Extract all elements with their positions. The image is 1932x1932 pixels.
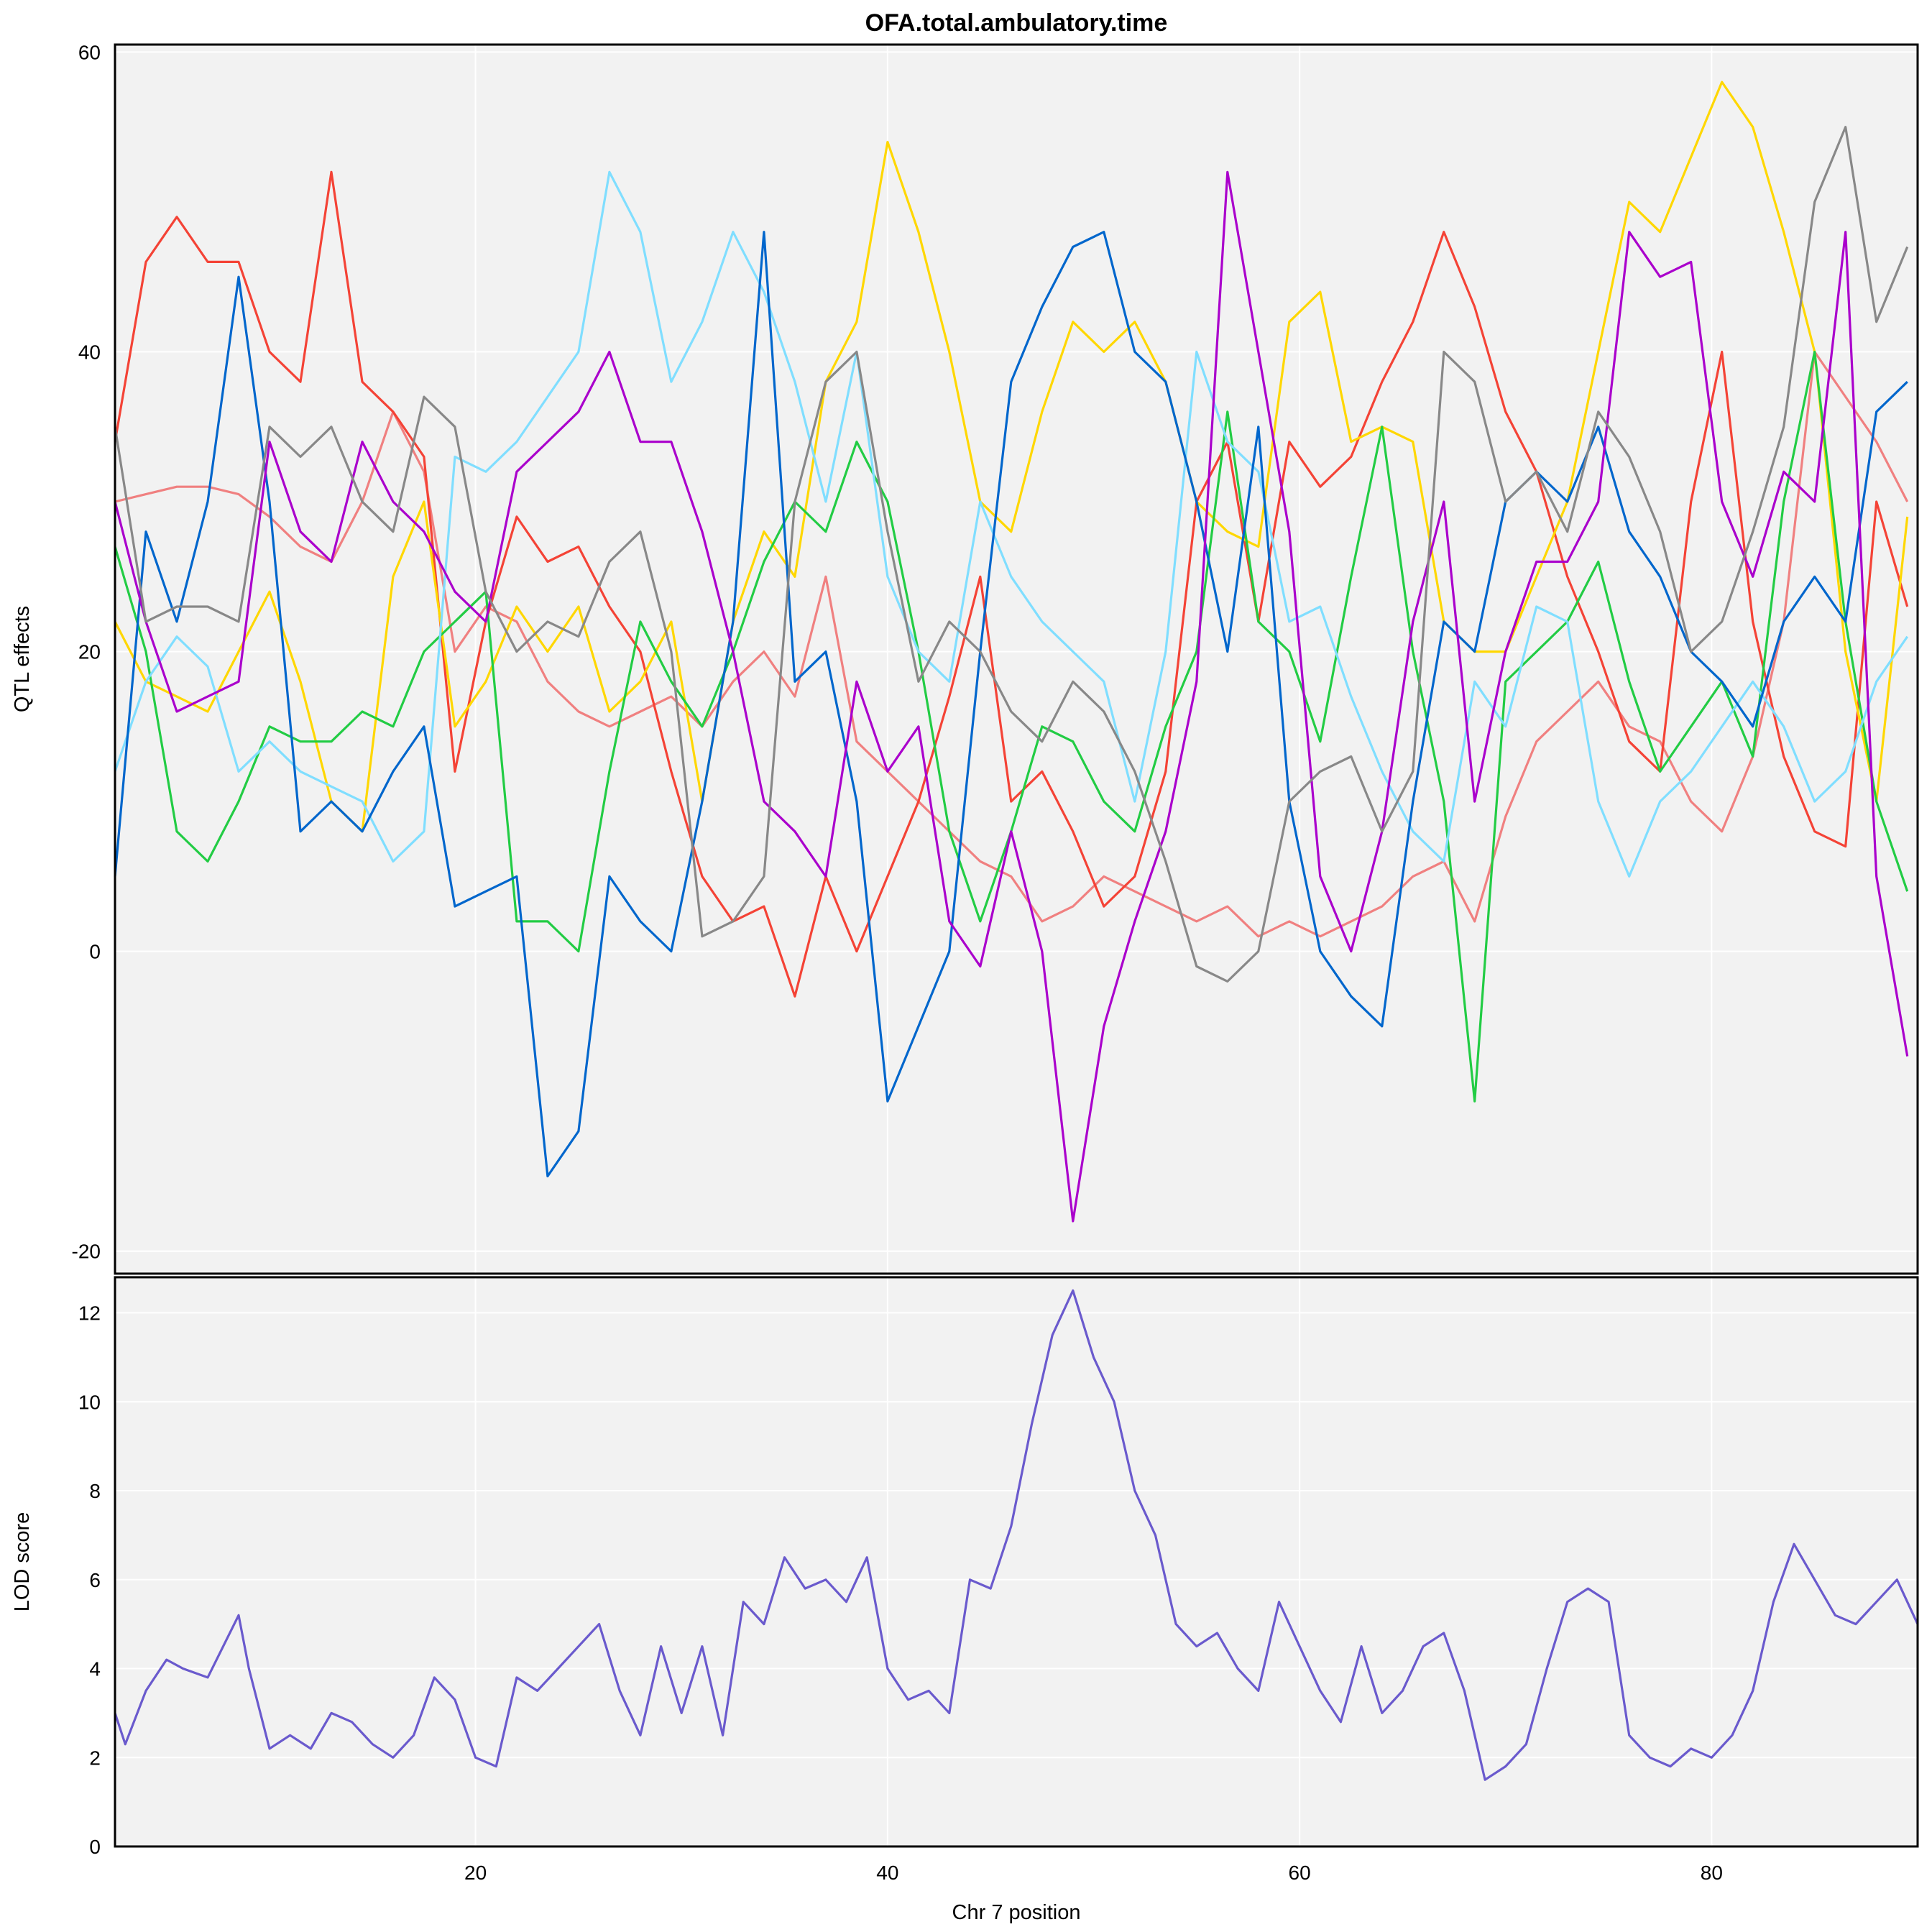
lod-score-y-tick-label: 10 bbox=[78, 1391, 101, 1413]
qtl-effects-series-line-5 bbox=[114, 170, 1909, 878]
lod-score-y-tick-label: 2 bbox=[89, 1747, 101, 1769]
qtl-effects-y-tick-label: 40 bbox=[78, 341, 101, 364]
qtl-effects-y-tick-label: 60 bbox=[78, 41, 101, 63]
chart-title: OFA.total.ambulatory.time bbox=[865, 9, 1168, 37]
x-tick-label: 40 bbox=[876, 1862, 898, 1884]
x-tick-label: 20 bbox=[464, 1862, 487, 1884]
x-axis-title: Chr 7 position bbox=[952, 1901, 1081, 1924]
lod-score-y-tick-label: 4 bbox=[89, 1658, 101, 1680]
lod-score-plot-frame bbox=[114, 1276, 1919, 1848]
qtl-effects-plot-background bbox=[115, 45, 1918, 1274]
qtl-effects-y-tick-label: -20 bbox=[72, 1241, 101, 1263]
qtl-effects-plot-frame bbox=[114, 43, 1919, 1275]
lod-score-y-tick-label: 8 bbox=[89, 1480, 101, 1502]
qtl-effects-y-tick-label: 20 bbox=[78, 641, 101, 663]
lod-score-plot-background bbox=[115, 1277, 1918, 1846]
lod-score-panel: 0 2 4 6 8 10 12 20 40 60 80 LOD score Chr 7 posit… bbox=[11, 1276, 1919, 1924]
qtl-effects-gridlines bbox=[115, 45, 1918, 1274]
x-tick-label: 60 bbox=[1289, 1862, 1311, 1884]
lod-score-y-tick-label: 0 bbox=[89, 1836, 101, 1858]
qtl-effects-series-line-3 bbox=[114, 80, 1909, 833]
qtl-effects-series bbox=[114, 80, 1909, 1223]
x-tick-label: 80 bbox=[1701, 1862, 1723, 1884]
lod-score-y-tick-label: 6 bbox=[89, 1569, 101, 1591]
lod-score-y-ticks: 0 2 4 6 8 10 12 bbox=[78, 1302, 101, 1859]
lod-score-series-line-1 bbox=[114, 1289, 1919, 1781]
qtl-effects-series-line-8 bbox=[114, 126, 1909, 983]
qtl-effects-series-line-1 bbox=[114, 350, 1909, 938]
qtl-effects-series-line-7 bbox=[114, 170, 1909, 1223]
lod-score-y-axis-title: LOD score bbox=[11, 1512, 34, 1612]
qtl-effects-y-ticks: -20 0 20 40 60 bbox=[72, 41, 101, 1262]
qtl-effects-series-line-6 bbox=[114, 231, 1908, 1178]
position-x-ticks: 20 40 60 80 bbox=[464, 1862, 1723, 1884]
lod-score-y-tick-label: 12 bbox=[78, 1302, 101, 1325]
qtl-effects-y-tick-label: 0 bbox=[89, 941, 101, 963]
qtl-effects-y-axis-title: QTL effects bbox=[11, 606, 34, 712]
qtl-effects-panel: -20 0 20 40 60 QTL effects bbox=[11, 41, 1919, 1275]
lod-score-series bbox=[114, 1289, 1919, 1781]
